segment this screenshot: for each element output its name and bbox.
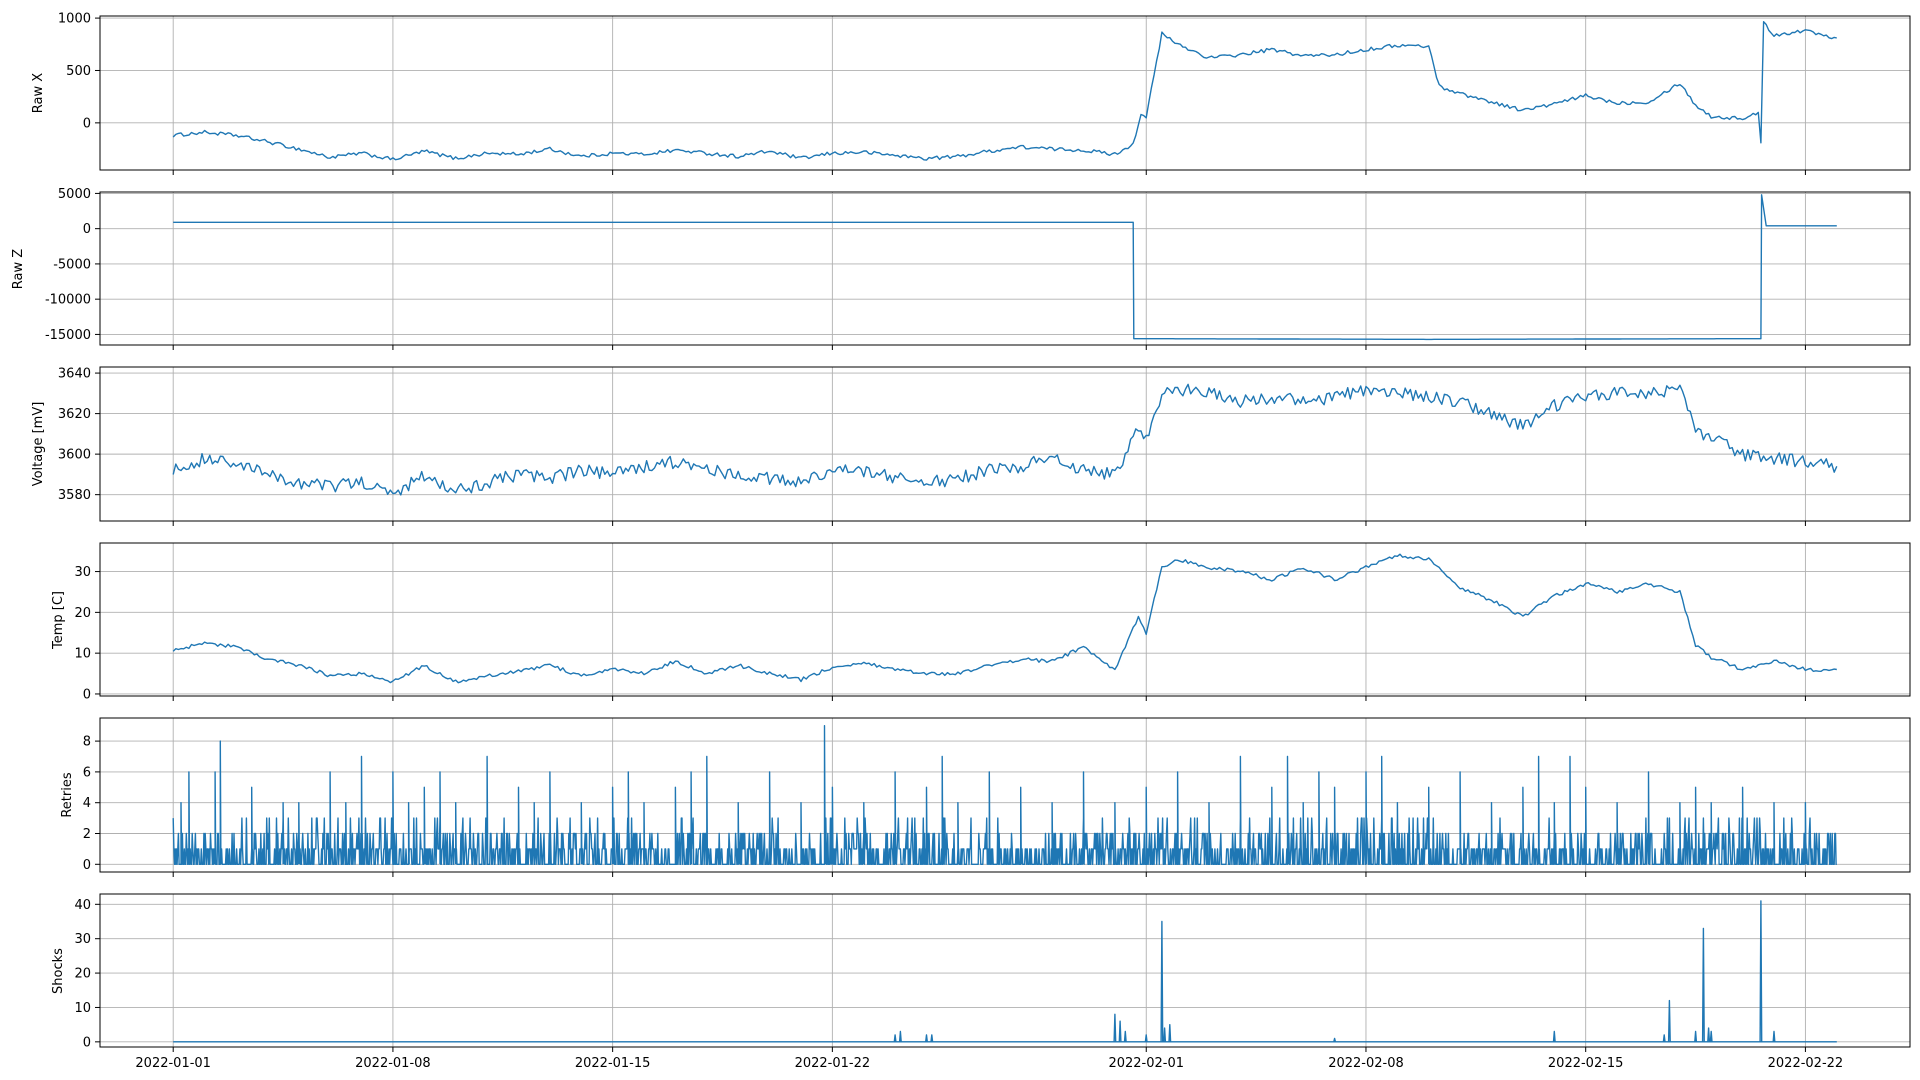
axes-frame: [99, 191, 1911, 346]
y-tick-label: 8: [83, 735, 91, 750]
series-line-voltage: [172, 383, 1838, 496]
y-tick-label: 2: [83, 827, 91, 842]
y-tick-label: 6: [83, 765, 91, 780]
y-tick-label: 3600: [58, 448, 91, 463]
y-tick-label: 10: [74, 647, 91, 662]
y-tick-label: -15000: [45, 328, 91, 343]
y-tick-label: 20: [74, 606, 91, 621]
series-line-retries: [172, 725, 1837, 865]
series-line-temperature: [172, 553, 1837, 684]
panel-raw-x: Raw X 0 500 1000: [31, 12, 1911, 175]
series-line-raw-z: [173, 194, 1837, 341]
panel-temperature: Temp [C] 0 10 20 30: [51, 542, 1911, 702]
y-tick-label: 3620: [58, 407, 91, 422]
x-tick-label: 2022-02-15: [1548, 1056, 1624, 1071]
x-tick-label: 2022-01-22: [795, 1056, 871, 1071]
axes-frame: [99, 542, 1911, 697]
y-tick-label: 0: [83, 1035, 91, 1050]
y-tick-label: 1000: [58, 12, 91, 27]
x-tick-label: 2022-01-08: [355, 1056, 431, 1071]
y-tick-label: 0: [83, 222, 91, 237]
y-tick-label: 20: [74, 967, 91, 982]
ylabel-raw-x: Raw X: [31, 73, 46, 113]
y-tick-label: 0: [83, 687, 91, 702]
y-tick-label: 0: [83, 858, 91, 873]
series-line-shocks: [173, 900, 1837, 1043]
y-tick-label: 10: [74, 1001, 91, 1016]
x-tick-label: 2022-02-22: [1768, 1056, 1844, 1071]
axes-frame: [99, 717, 1911, 873]
panel-shocks: Shocks 2022-01-01 2022-01-08 2022-01-15 202…: [51, 893, 1911, 1071]
y-tick-label: 30: [74, 565, 91, 580]
ylabel-voltage: Voltage [mV]: [31, 402, 46, 487]
axes-frame: [99, 15, 1911, 171]
panel-voltage: Voltage [mV] 3580 3600 3620 3640: [31, 366, 1911, 526]
y-tick-label: 30: [74, 932, 91, 947]
y-tick-label: 3640: [58, 367, 91, 382]
y-tick-label: 4: [83, 796, 91, 811]
x-tick-label: 2022-01-15: [575, 1056, 651, 1071]
axes-frame: [99, 366, 1911, 522]
x-tick-label: 2022-01-01: [135, 1056, 211, 1071]
axes-frame: [99, 893, 1911, 1048]
panel-retries: Retries 0 2 4 6 8: [60, 717, 1911, 877]
y-tick-label: -10000: [45, 293, 91, 308]
y-tick-label: 500: [66, 64, 91, 79]
x-tick-label: 2022-02-08: [1328, 1056, 1404, 1071]
y-tick-label: 3580: [58, 488, 91, 503]
y-tick-label: 0: [83, 116, 91, 131]
ylabel-retries: Retries: [60, 772, 75, 817]
panel-raw-z: Raw Z -15000 -10000 -5000 0 5000: [11, 187, 1911, 350]
y-tick-label: -5000: [53, 257, 91, 272]
y-tick-label: 5000: [58, 187, 91, 202]
ylabel-temperature: Temp [C]: [51, 591, 66, 650]
ylabel-shocks: Shocks: [51, 948, 66, 994]
series-line-raw-x: [172, 21, 1837, 161]
ylabel-raw-z: Raw Z: [11, 249, 26, 289]
x-tick-label: 2022-02-01: [1108, 1056, 1184, 1071]
y-tick-label: 40: [74, 898, 91, 913]
